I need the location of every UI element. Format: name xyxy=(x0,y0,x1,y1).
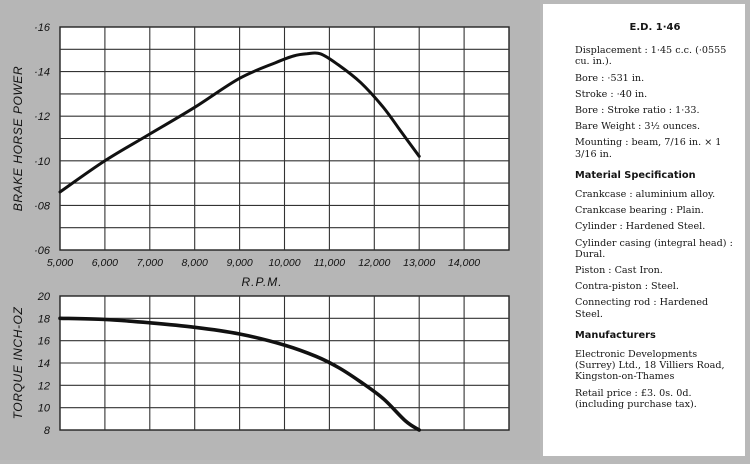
charts-panel: ·06 ·08 ·10 ·12 ·14 ·16 5,000 6,000 7,000 8,000 9,… xyxy=(11,22,510,437)
cylinder-casing-text: Cylinder casing (integral head) : Dural. xyxy=(575,237,733,260)
torque-y-tick-label: 14 xyxy=(38,358,50,370)
connecting-rod-text: Connecting rod : Hardened Steel. xyxy=(575,297,709,320)
bhp-y-tick-label: ·16 xyxy=(34,22,51,34)
contra-piston-text: Contra-piston : Steel. xyxy=(575,281,679,293)
manufacturers-heading: Manufacturers xyxy=(575,329,656,341)
torque-y-tick-label: 12 xyxy=(38,380,50,392)
bhp-x-axis-label: R.P.M. xyxy=(241,275,282,289)
bhp-y-axis-label: BRAKE HORSE POWER xyxy=(11,66,25,212)
bhp-y-tick-label: ·12 xyxy=(34,111,50,123)
engine-title: E.D. 1·46 xyxy=(629,22,681,33)
bhp-curve xyxy=(58,51,421,194)
torque-y-tick-label: 20 xyxy=(37,291,51,303)
crankcase-text: Crankcase : aluminium alloy. xyxy=(575,189,716,201)
torque-y-tick-label: 18 xyxy=(38,313,51,325)
torque-curve xyxy=(58,316,421,432)
manufacturer-text: Electronic Developments (Surrey) Ltd., 1… xyxy=(575,349,725,383)
bhp-y-tick-label: ·08 xyxy=(34,200,51,212)
bhp-x-tick-label: 7,000 xyxy=(137,257,163,269)
bhp-x-tick-label: 13,000 xyxy=(403,257,435,269)
bore-stroke-ratio-text: Bore : Stroke ratio : 1·33. xyxy=(575,105,700,117)
bore-text: Bore : ·531 in. xyxy=(575,72,645,84)
bhp-x-tick-label: 9,000 xyxy=(226,257,252,269)
torque-y-axis-label: TORQUE INCH-OZ xyxy=(11,307,25,420)
bhp-y-tick-label: ·06 xyxy=(34,245,51,257)
cylinder-text: Cylinder : Hardened Steel. xyxy=(575,221,706,233)
torque-y-tick-label: 16 xyxy=(38,336,51,348)
bhp-x-tick-label: 8,000 xyxy=(182,257,208,269)
performance-charts: ·06 ·08 ·10 ·12 ·14 ·16 5,000 6,000 7,000 8,000 9,… xyxy=(11,22,510,437)
mounting-text: Mounting : beam, 7/16 in. × 1 3/16 in. xyxy=(575,137,722,160)
material-specification-heading: Material Specification xyxy=(575,169,696,181)
torque-y-tick-label: 10 xyxy=(38,403,51,415)
torque-y-tick-label: 8 xyxy=(44,425,51,437)
crankcase-bearing-text: Crankcase bearing : Plain. xyxy=(575,205,704,217)
bhp-y-tick-label: ·14 xyxy=(34,67,50,79)
stroke-text: Stroke : ·40 in. xyxy=(575,88,648,100)
piston-text: Piston : Cast Iron. xyxy=(575,265,663,277)
displacement-text: Displacement : 1·45 c.c. (·0555 cu. in.)… xyxy=(575,45,727,68)
bhp-x-tick-label: 6,000 xyxy=(92,257,118,269)
bhp-x-tick-label: 10,000 xyxy=(268,257,300,269)
bhp-x-tick-label: 11,000 xyxy=(314,257,345,269)
bhp-y-tick-label: ·10 xyxy=(34,156,51,168)
bhp-x-tick-label: 5,000 xyxy=(47,257,73,269)
specification-panel: E.D. 1·46 Displacement : 1·45 c.c. (·055… xyxy=(543,4,745,456)
bare-weight-text: Bare Weight : 3½ ounces. xyxy=(575,121,701,133)
retail-price-text: Retail price : £3. 0s. 0d. (including pu… xyxy=(575,387,697,410)
bhp-x-tick-label: 12,000 xyxy=(358,257,390,269)
bhp-x-tick-label: 14,000 xyxy=(448,257,480,269)
